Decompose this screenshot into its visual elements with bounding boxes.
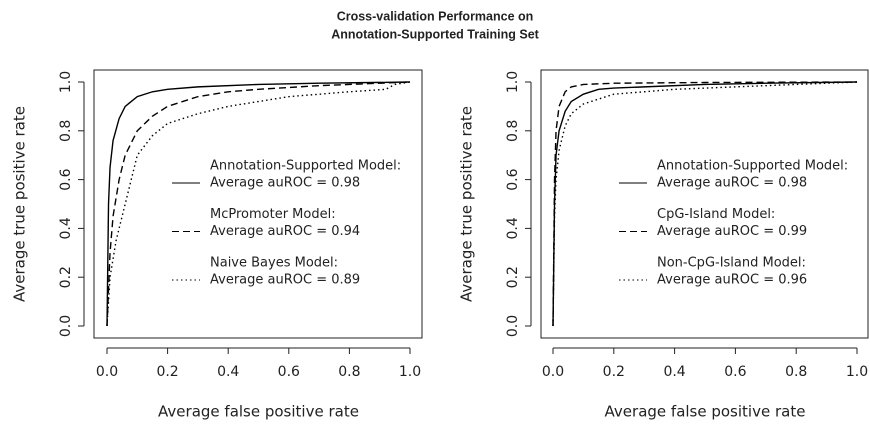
legend-label: Annotation-Supported Model: (657, 159, 848, 174)
y-axis-label: Average true positive rate (458, 106, 476, 302)
roc-curve (106, 81, 411, 327)
y-tick-label: 0.2 (58, 266, 74, 288)
y-tick-label: 0.4 (505, 217, 521, 239)
legend-label: Annotation-Supported Model: (210, 159, 401, 174)
legend-note: Average auROC = 0.89 (210, 273, 360, 288)
legend-note: Average auROC = 0.96 (657, 273, 807, 288)
y-tick-label: 0.6 (505, 168, 521, 190)
y-tick-label: 0.0 (58, 315, 74, 337)
x-tick-label: 0.8 (338, 364, 360, 380)
roc-curve (106, 81, 411, 327)
x-tick-label: 0.6 (724, 364, 746, 380)
figure-title: Cross-validation Performance on (337, 9, 534, 23)
legend-note: Average auROC = 0.98 (210, 176, 360, 191)
y-tick-label: 0.0 (505, 315, 521, 337)
roc-curve (552, 81, 858, 327)
y-tick-label: 0.8 (58, 120, 74, 142)
x-axis-label: Average false positive rate (158, 403, 359, 421)
x-tick-label: 1.0 (399, 364, 421, 380)
x-tick-label: 0.4 (217, 364, 239, 380)
plot-frame (93, 69, 423, 339)
x-axis-label: Average false positive rate (605, 403, 806, 421)
legend-note: Average auROC = 0.99 (657, 224, 807, 239)
x-tick-label: 0.6 (278, 364, 300, 380)
y-tick-label: 1.0 (505, 71, 521, 93)
y-tick-label: 0.2 (505, 266, 521, 288)
legend-note: Average auROC = 0.94 (210, 224, 360, 239)
x-tick-label: 0.0 (96, 364, 118, 380)
figure-title: Annotation-Supported Training Set (331, 27, 539, 41)
roc-curve (552, 81, 858, 327)
x-tick-label: 0.2 (156, 364, 178, 380)
y-tick-label: 0.4 (58, 217, 74, 239)
y-tick-label: 0.8 (505, 120, 521, 142)
y-tick-label: 1.0 (58, 71, 74, 93)
plot-frame (540, 69, 869, 339)
legend-note: Average auROC = 0.98 (657, 176, 807, 191)
x-tick-label: 0.2 (603, 364, 625, 380)
legend-label: CpG-Island Model: (657, 207, 775, 222)
roc-curve (552, 81, 858, 327)
x-tick-label: 0.4 (663, 364, 685, 380)
y-tick-label: 0.6 (58, 168, 74, 190)
x-tick-label: 0.0 (542, 364, 564, 380)
roc-curve (106, 81, 411, 327)
legend-label: McPromoter Model: (210, 207, 336, 222)
x-tick-label: 1.0 (846, 364, 868, 380)
legend-label: Naive Bayes Model: (210, 256, 338, 271)
legend-label: Non-CpG-Island Model: (657, 256, 806, 271)
x-tick-label: 0.8 (785, 364, 807, 380)
y-axis-label: Average true positive rate (11, 106, 29, 302)
